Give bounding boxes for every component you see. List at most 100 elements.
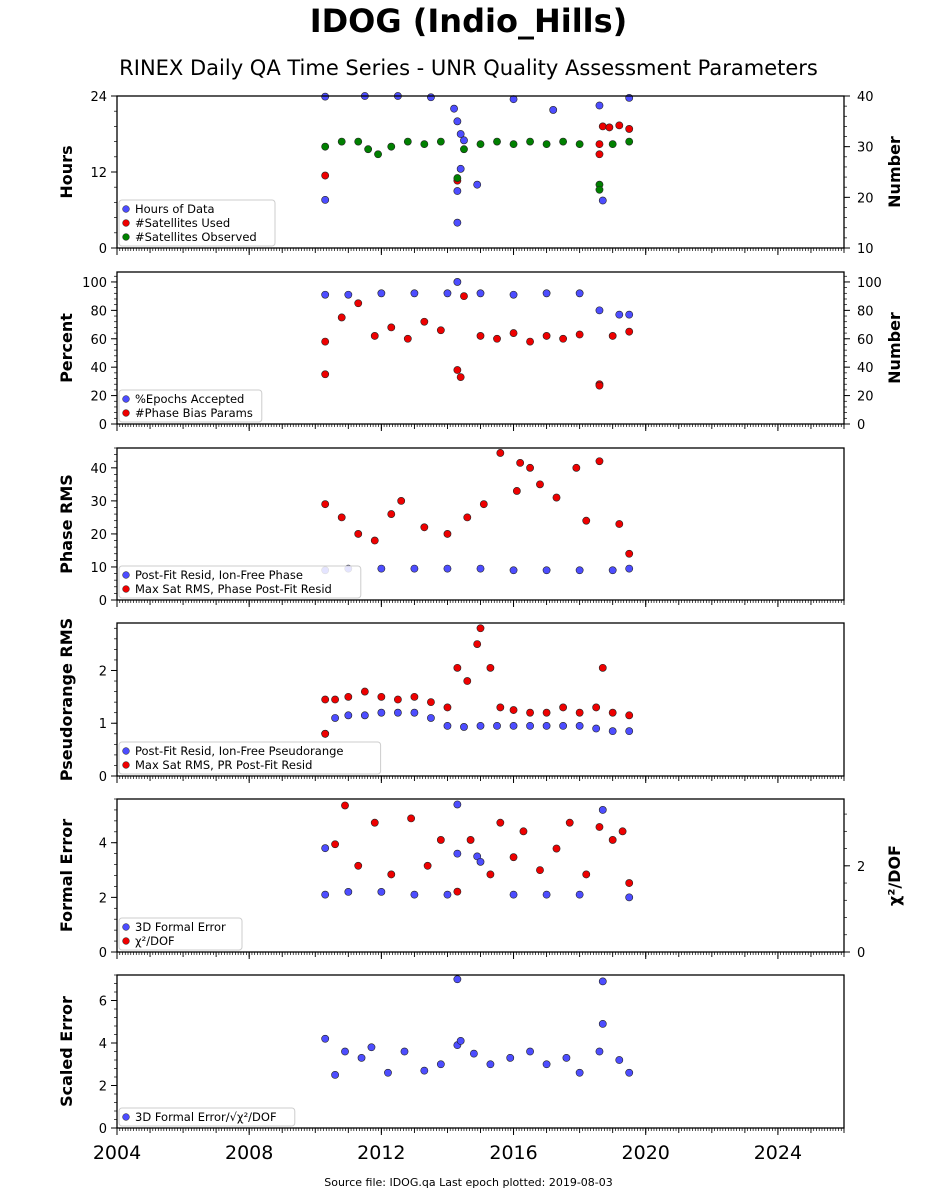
legend-box bbox=[118, 389, 263, 423]
data-point bbox=[575, 330, 584, 339]
data-point bbox=[473, 180, 482, 189]
legend-marker bbox=[122, 205, 130, 213]
chart-panel-3: 0 10 20 30 40 Phase RMS Post-Fit Resid, Ion-Fr… bbox=[57, 447, 845, 609]
legend-label: Post-Fit Resid, Ion-Free Phase bbox=[135, 568, 303, 582]
data-point bbox=[625, 711, 634, 720]
legend-label: 3D Formal Error bbox=[135, 920, 226, 934]
data-point bbox=[542, 566, 551, 575]
data-point bbox=[493, 334, 501, 343]
data-point bbox=[559, 334, 568, 343]
data-point bbox=[360, 711, 369, 720]
legend-marker bbox=[122, 233, 130, 241]
data-point bbox=[321, 370, 330, 379]
plot-frame bbox=[116, 447, 845, 601]
data-point bbox=[509, 853, 518, 862]
x-tick-label: 2020 bbox=[622, 1142, 670, 1164]
data-point bbox=[456, 1036, 465, 1045]
data-point bbox=[387, 142, 396, 151]
data-point bbox=[476, 564, 485, 573]
data-point bbox=[370, 536, 379, 545]
data-point bbox=[552, 844, 561, 853]
data-point bbox=[592, 724, 601, 733]
data-point bbox=[476, 140, 485, 149]
plot-frame bbox=[116, 271, 845, 425]
figure-title: IDOG (Indio_Hills) bbox=[309, 2, 628, 40]
data-point bbox=[542, 890, 551, 899]
y2-axis-label: Number bbox=[885, 136, 904, 208]
legend-label: #Phase Bias Params bbox=[135, 406, 253, 420]
data-point bbox=[377, 887, 386, 896]
data-point bbox=[486, 870, 495, 879]
data-point bbox=[410, 564, 419, 573]
data-point bbox=[410, 708, 419, 717]
legend-label: #Satellites Observed bbox=[135, 230, 257, 244]
y-tick-label: 20 bbox=[90, 528, 107, 543]
y-tick-label: 20 bbox=[90, 390, 107, 405]
data-point bbox=[595, 150, 604, 159]
legend-label: Max Sat RMS, PR Post-Fit Resid bbox=[135, 758, 312, 772]
series-1 bbox=[321, 92, 634, 227]
y2-tick-label: 80 bbox=[857, 304, 874, 319]
data-point bbox=[321, 142, 330, 151]
y2-tick-label: 40 bbox=[857, 361, 874, 376]
x-tick-label: 2008 bbox=[225, 1142, 273, 1164]
data-point bbox=[542, 289, 551, 298]
data-point bbox=[460, 292, 468, 301]
data-point bbox=[479, 500, 488, 509]
data-point bbox=[493, 721, 501, 730]
y2-tick-label: 100 bbox=[857, 276, 882, 291]
data-point bbox=[321, 695, 330, 704]
data-point bbox=[526, 463, 534, 472]
data-point bbox=[615, 520, 624, 528]
data-point bbox=[453, 117, 462, 126]
data-point bbox=[608, 566, 617, 575]
y-tick-label: 0 bbox=[99, 594, 107, 609]
data-point bbox=[427, 698, 435, 707]
data-point bbox=[486, 663, 495, 672]
data-point bbox=[595, 306, 604, 315]
legend-marker bbox=[122, 937, 130, 945]
data-point bbox=[377, 564, 386, 573]
data-point bbox=[331, 714, 339, 722]
figure-footer: Source file: IDOG.qa Last epoch plotted:… bbox=[324, 1176, 613, 1189]
data-point bbox=[460, 136, 468, 145]
data-point bbox=[575, 721, 584, 730]
data-point bbox=[337, 313, 346, 322]
data-point bbox=[625, 893, 634, 902]
data-point bbox=[575, 566, 584, 575]
data-point bbox=[608, 332, 617, 340]
legend-box bbox=[118, 741, 382, 775]
data-point bbox=[321, 195, 330, 204]
data-point bbox=[384, 1068, 392, 1077]
y2-axis-label: χ²/DOF bbox=[885, 845, 904, 906]
y-axis-label: Pseudorange RMS bbox=[57, 618, 76, 781]
legend-label: Max Sat RMS, Phase Post-Fit Resid bbox=[135, 582, 332, 596]
y-tick-label: 0 bbox=[99, 242, 107, 257]
chart-panel-2: 0 20 40 60 80 100 0 20 40 60 80 100 Number Percent %Ep… bbox=[57, 271, 904, 433]
legend-box bbox=[118, 917, 243, 951]
data-point bbox=[618, 827, 627, 836]
plot-frame bbox=[116, 95, 845, 249]
data-point bbox=[575, 1068, 584, 1077]
data-point bbox=[387, 510, 396, 518]
data-point bbox=[354, 299, 363, 308]
data-point bbox=[453, 800, 462, 809]
series-1 bbox=[321, 278, 634, 319]
data-point bbox=[443, 564, 452, 573]
data-point bbox=[367, 1043, 376, 1052]
data-point bbox=[364, 145, 373, 154]
data-point bbox=[407, 814, 416, 823]
plot-frame bbox=[116, 622, 845, 777]
data-point bbox=[427, 93, 435, 102]
data-point bbox=[377, 289, 386, 298]
data-point bbox=[410, 289, 419, 298]
data-point bbox=[559, 137, 568, 146]
data-point bbox=[337, 513, 346, 522]
y-tick-label: 2 bbox=[99, 891, 107, 906]
data-point bbox=[427, 714, 435, 722]
data-point bbox=[526, 721, 534, 730]
x-tick-label: 2012 bbox=[357, 1142, 405, 1164]
data-point bbox=[460, 145, 468, 154]
